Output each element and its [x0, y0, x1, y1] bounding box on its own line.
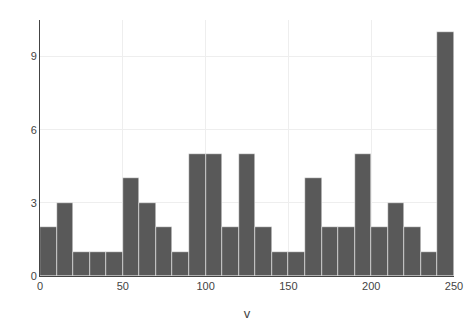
svg-text:3: 3 — [31, 197, 37, 209]
svg-text:250: 250 — [445, 280, 463, 292]
svg-text:150: 150 — [279, 280, 297, 292]
svg-text:0: 0 — [31, 270, 37, 282]
svg-text:0: 0 — [37, 280, 43, 292]
svg-text:6: 6 — [31, 124, 37, 136]
svg-text:50: 50 — [117, 280, 129, 292]
svg-text:200: 200 — [362, 280, 380, 292]
svg-text:v: v — [244, 306, 251, 321]
svg-text:100: 100 — [196, 280, 214, 292]
svg-text:9: 9 — [31, 50, 37, 62]
